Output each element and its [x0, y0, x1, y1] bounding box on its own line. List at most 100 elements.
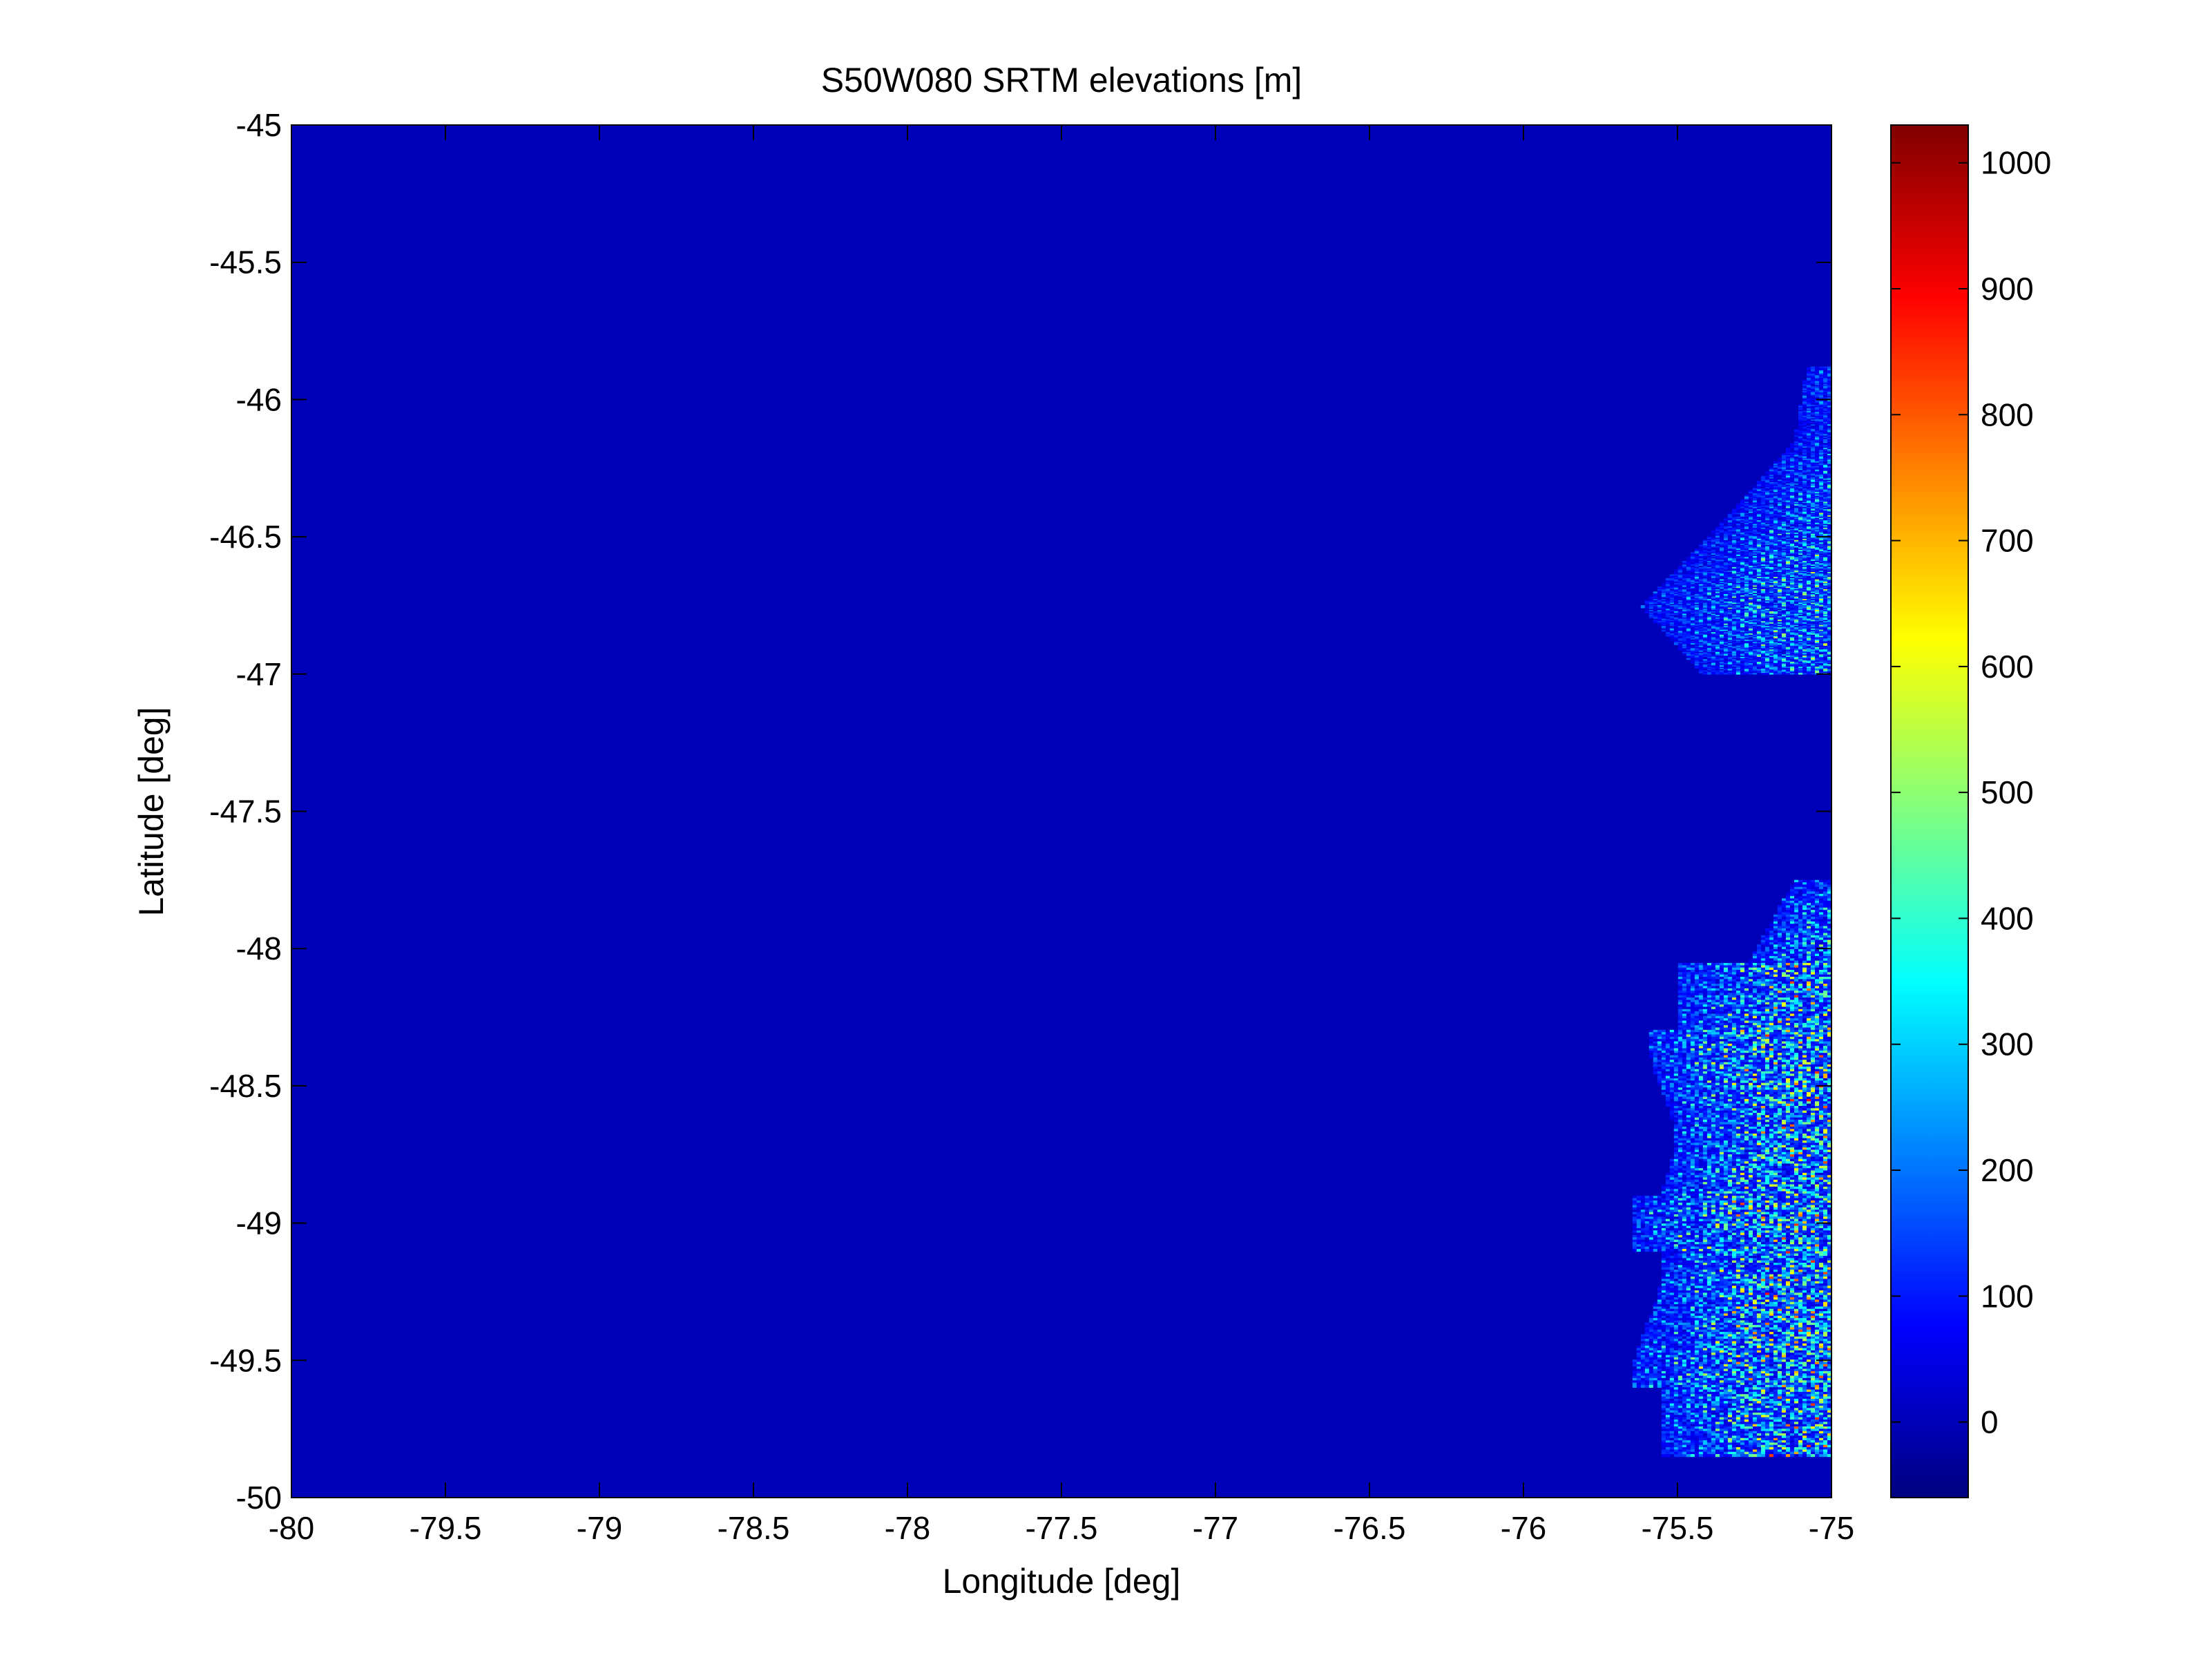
- terrain-cell: [1798, 505, 1803, 508]
- terrain-cell: [1731, 510, 1737, 513]
- terrain-cell: [1789, 483, 1795, 486]
- terrain-cell: [1827, 486, 1831, 488]
- terrain-cell: [1702, 544, 1708, 546]
- terrain-cell: [1789, 450, 1795, 452]
- terrain-cell: [1740, 515, 1745, 517]
- terrain-cell: [1798, 499, 1803, 502]
- terrain-cell: [1756, 533, 1762, 536]
- terrain-cell: [1777, 519, 1782, 522]
- terrain-cell: [1773, 506, 1778, 509]
- terrain-cell: [1814, 492, 1820, 494]
- terrain-cell: [1818, 492, 1824, 494]
- terrain-cell: [1793, 429, 1799, 432]
- terrain-cell: [1818, 506, 1824, 509]
- terrain-cell: [1814, 440, 1820, 443]
- terrain-cell: [1827, 383, 1831, 386]
- terrain-cell: [1798, 426, 1803, 428]
- terrain-cell: [1711, 544, 1716, 546]
- terrain-cell: [1823, 514, 1828, 516]
- terrain-cell: [1806, 421, 1811, 423]
- terrain-cell: [1802, 513, 1807, 515]
- terrain-cell: [1827, 503, 1831, 505]
- terrain-cell: [1748, 542, 1753, 544]
- terrain-cell: [1823, 498, 1828, 500]
- terrain-cell: [1781, 517, 1787, 520]
- terrain-cell: [1818, 367, 1824, 370]
- terrain-cell: [1810, 495, 1816, 498]
- terrain-cell: [1798, 526, 1803, 528]
- terrain-cell: [1818, 394, 1824, 397]
- terrain-cell: [1802, 403, 1807, 405]
- terrain-cell: [1827, 504, 1831, 506]
- terrain-cell: [1818, 391, 1824, 393]
- terrain-cell: [1810, 473, 1816, 476]
- terrain-cell: [1748, 516, 1753, 519]
- terrain-cell: [1806, 428, 1811, 430]
- terrain-cell: [1827, 399, 1831, 402]
- terrain-cell: [1823, 379, 1828, 381]
- terrain-cell: [1802, 468, 1807, 471]
- terrain-cell: [1781, 484, 1787, 487]
- terrain-cell: [1756, 517, 1762, 520]
- terrain-cell: [1810, 383, 1816, 386]
- terrain-cell: [1806, 440, 1811, 443]
- terrain-cell: [1752, 488, 1758, 490]
- terrain-cell: [1810, 520, 1816, 522]
- terrain-cell: [1802, 466, 1807, 468]
- terrain-cell: [1748, 528, 1753, 531]
- terrain-cell: [1818, 412, 1824, 414]
- terrain-cell: [1756, 522, 1762, 524]
- terrain-cell: [1748, 520, 1753, 522]
- terrain-cell: [1823, 372, 1828, 375]
- terrain-cell: [1823, 459, 1828, 461]
- terrain-cell: [1806, 524, 1811, 526]
- terrain-cell: [1814, 419, 1820, 421]
- terrain-cell: [1806, 471, 1811, 473]
- terrain-cell: [1781, 482, 1787, 484]
- terrain-cell: [1760, 497, 1766, 499]
- terrain-cell: [1814, 524, 1820, 526]
- terrain-cell: [1810, 494, 1816, 497]
- terrain-cell: [1785, 497, 1791, 499]
- terrain-cell: [1818, 524, 1824, 526]
- terrain-cell: [1785, 508, 1791, 510]
- terrain-cell: [1764, 539, 1770, 542]
- terrain-cell: [1802, 393, 1807, 396]
- terrain-cell: [1810, 497, 1816, 499]
- terrain-cell: [1793, 535, 1799, 537]
- terrain-cell: [1802, 537, 1807, 539]
- terrain-cell: [1827, 539, 1831, 542]
- terrain-cell: [1818, 483, 1824, 486]
- terrain-cell: [1818, 461, 1824, 464]
- terrain-cell: [1814, 429, 1820, 432]
- terrain-cell: [1748, 500, 1753, 503]
- terrain-cell: [1793, 537, 1799, 539]
- terrain-cell: [1727, 535, 1733, 537]
- terrain-cell: [1818, 382, 1824, 385]
- terrain-cell: [1777, 481, 1782, 483]
- terrain-cell: [1760, 505, 1766, 508]
- terrain-cell: [1752, 502, 1758, 504]
- terrain-cell: [1773, 466, 1778, 468]
- terrain-cell: [1781, 495, 1787, 498]
- terrain-cell: [1764, 504, 1770, 506]
- terrain-cell: [1740, 499, 1745, 502]
- terrain-cell: [1827, 483, 1831, 486]
- terrain-cell: [1810, 417, 1816, 419]
- terrain-cell: [1731, 515, 1737, 517]
- terrain-cell: [1752, 541, 1758, 544]
- terrain-cell: [1789, 542, 1795, 544]
- terrain-cell: [1789, 535, 1795, 537]
- terrain-cell: [1785, 455, 1791, 457]
- terrain-cell: [1827, 519, 1831, 522]
- terrain-cell: [1760, 535, 1766, 537]
- terrain-cell: [1744, 537, 1749, 539]
- terrain-cell: [1802, 495, 1807, 498]
- terrain-cell: [1798, 493, 1803, 495]
- terrain-cell: [1814, 538, 1820, 541]
- terrain-cell: [1764, 477, 1770, 479]
- terrain-cell: [1793, 502, 1799, 504]
- terrain-cell: [1818, 457, 1824, 460]
- terrain-cell: [1810, 537, 1816, 539]
- terrain-cell: [1814, 466, 1820, 468]
